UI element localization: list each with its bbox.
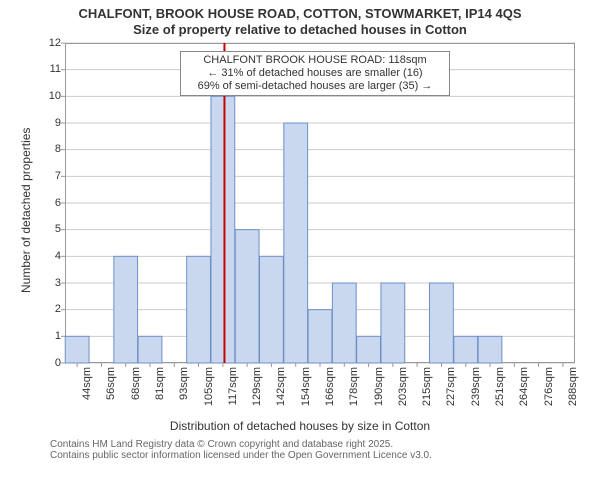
ytick-label: 7 — [1, 170, 61, 182]
xtick-label: 276sqm — [543, 367, 555, 406]
ytick-label: 3 — [1, 277, 61, 289]
chart-title: CHALFONT, BROOK HOUSE ROAD, COTTON, STOW… — [0, 0, 600, 39]
footer-line2: Contains public sector information licen… — [50, 450, 600, 461]
ytick-label: 8 — [1, 143, 61, 155]
ytick-label: 1 — [1, 330, 61, 342]
title-line1: CHALFONT, BROOK HOUSE ROAD, COTTON, STOW… — [0, 6, 600, 22]
xtick-label: 142sqm — [275, 367, 287, 406]
footer-line1: Contains HM Land Registry data © Crown c… — [50, 439, 600, 450]
xtick-label: 129sqm — [251, 367, 263, 406]
ytick-container: 0123456789101112 — [5, 43, 65, 363]
xtick-label: 105sqm — [203, 367, 215, 406]
ytick-label: 10 — [1, 90, 61, 102]
xtick-label: 239sqm — [470, 367, 482, 406]
xtick-label: 44sqm — [81, 367, 93, 400]
annotation-line2: ← 31% of detached houses are smaller (16… — [185, 67, 445, 80]
chart-container: CHALFONT, BROOK HOUSE ROAD, COTTON, STOW… — [0, 0, 600, 500]
xtick-label: 215sqm — [421, 367, 433, 406]
xtick-label: 203sqm — [397, 367, 409, 406]
xtick-label: 93sqm — [178, 367, 190, 400]
xtick-label: 264sqm — [518, 367, 530, 406]
xtick-label: 227sqm — [445, 367, 457, 406]
xtick-label: 190sqm — [373, 367, 385, 406]
ytick-label: 9 — [1, 117, 61, 129]
ytick-label: 6 — [1, 197, 61, 209]
ytick-label: 5 — [1, 223, 61, 235]
annotation-line3: 69% of semi-detached houses are larger (… — [185, 80, 445, 93]
ytick-label: 2 — [1, 303, 61, 315]
xtick-label: 251sqm — [494, 367, 506, 406]
xtick-label: 288sqm — [567, 367, 579, 406]
ytick-label: 12 — [1, 37, 61, 49]
xtick-label: 166sqm — [324, 367, 336, 406]
title-line2: Size of property relative to detached ho… — [0, 22, 600, 38]
xtick-label: 68sqm — [130, 367, 142, 400]
xtick-label: 117sqm — [227, 367, 239, 405]
footer: Contains HM Land Registry data © Crown c… — [50, 439, 600, 461]
annotation-line1: CHALFONT BROOK HOUSE ROAD: 118sqm — [185, 54, 445, 67]
annotation-box: CHALFONT BROOK HOUSE ROAD: 118sqm ← 31% … — [180, 51, 450, 97]
xtick-label: 154sqm — [300, 367, 312, 406]
xtick-label: 178sqm — [348, 367, 360, 406]
xtick-label: 56sqm — [105, 367, 117, 400]
xtick-container: 44sqm 56sqm 68sqm 81sqm 93sqm 105sqm 117sqm 129… — [65, 367, 575, 427]
ytick-label: 4 — [1, 250, 61, 262]
ytick-label: 11 — [1, 63, 61, 75]
plot-area: Number of detached properties 0123456789… — [5, 43, 595, 363]
ytick-label: 0 — [1, 357, 61, 369]
xtick-label: 81sqm — [154, 367, 166, 400]
